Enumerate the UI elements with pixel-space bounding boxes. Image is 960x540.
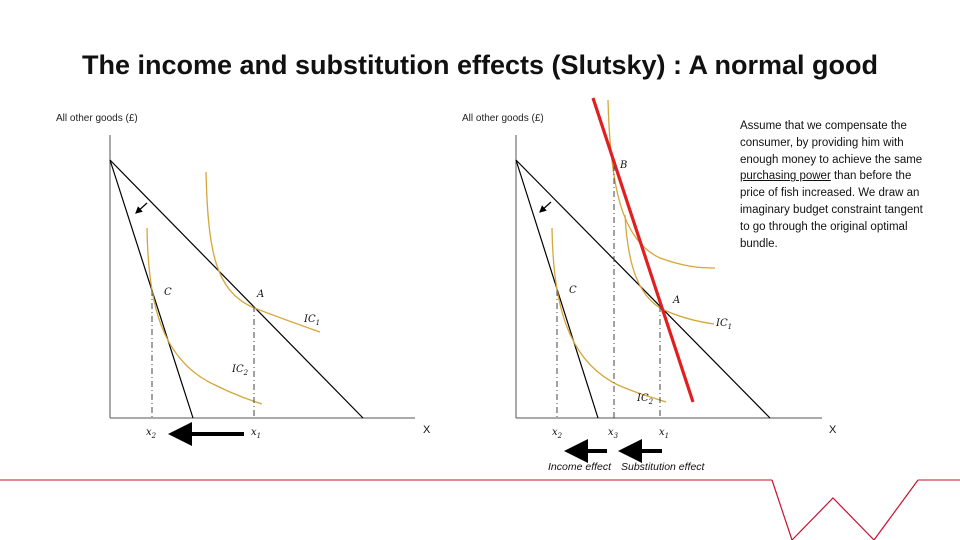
right-tick-x3-sub: 3 — [614, 432, 619, 440]
right-tick-x1: x1 — [659, 427, 669, 440]
right-point-c: C — [569, 285, 577, 296]
right-ic-a-curve — [624, 214, 715, 325]
right-y-axis-label: All other goods (£) — [462, 113, 544, 124]
right-ic2-label: IC2 — [636, 393, 654, 406]
right-tick-x1-sub: 1 — [665, 432, 669, 440]
right-shift-arrow-icon — [539, 201, 552, 213]
substitution-effect-label: Substitution effect — [621, 461, 705, 473]
left-tick-x2: x2 — [146, 427, 157, 440]
left-point-c: C — [164, 287, 172, 298]
right-tick-x2-text: x — [552, 427, 558, 438]
left-y-axis-label: All other goods (£) — [56, 113, 138, 124]
right-tick-x1-text: x — [659, 427, 665, 438]
note-text-after: than before the price of fish increased.… — [740, 170, 923, 250]
left-ic1-curve — [205, 171, 321, 333]
left-x-axis-label: X — [423, 424, 431, 436]
right-point-b: B — [619, 160, 627, 171]
right-point-a: A — [672, 295, 680, 306]
brand-w-logo-icon — [771, 479, 919, 540]
left-tick-x1-sub: 1 — [257, 432, 261, 440]
left-budget-line-original — [109, 159, 364, 419]
left-shift-arrow-icon — [135, 202, 148, 214]
note-text-before: Assume that we compensate the consumer, … — [740, 120, 923, 166]
left-ic2-label: IC2 — [231, 364, 249, 377]
right-tick-x2: x2 — [552, 427, 563, 440]
left-ic2-curve — [146, 227, 263, 405]
left-tick-x1: x1 — [251, 427, 261, 440]
left-tick-x2-sub: 2 — [151, 432, 157, 440]
left-diagram: C A IC1 IC2 x2 x1 — [109, 135, 415, 446]
right-ic2-text: IC — [636, 393, 649, 404]
slide-title: The income and substitution effects (Slu… — [81, 50, 879, 80]
right-tick-x3-text: x — [608, 427, 614, 438]
right-ic2-curve — [551, 227, 667, 403]
left-ic1-text: IC — [303, 314, 316, 325]
brand-footer — [0, 479, 960, 540]
right-ic2-sub: 2 — [648, 398, 654, 406]
right-ic1-text: IC — [715, 318, 728, 329]
right-ic1-label: IC1 — [715, 318, 732, 331]
right-diagram: B C A IC1 IC2 x2 x3 x1 — [515, 97, 822, 463]
explanation-note: Assume that we compensate the consumer, … — [740, 118, 925, 252]
note-text-underlined: purchasing power — [740, 170, 831, 183]
left-tick-x1-text: x — [251, 427, 257, 438]
right-budget-line-original — [515, 159, 771, 419]
right-x-axis-label: X — [829, 424, 837, 436]
left-ic1-label: IC1 — [303, 314, 320, 327]
left-point-a: A — [256, 289, 264, 300]
income-effect-label: Income effect — [548, 461, 612, 473]
right-ic1-curve — [607, 99, 716, 269]
right-compensated-budget-line — [591, 97, 695, 403]
right-tick-x2-sub: 2 — [557, 432, 563, 440]
right-ic1-sub: 1 — [728, 323, 732, 331]
left-ic2-text: IC — [231, 364, 244, 375]
left-ic1-sub: 1 — [316, 319, 320, 327]
right-tick-x3: x3 — [608, 427, 619, 440]
left-ic2-sub: 2 — [243, 369, 249, 377]
left-tick-x2-text: x — [146, 427, 152, 438]
